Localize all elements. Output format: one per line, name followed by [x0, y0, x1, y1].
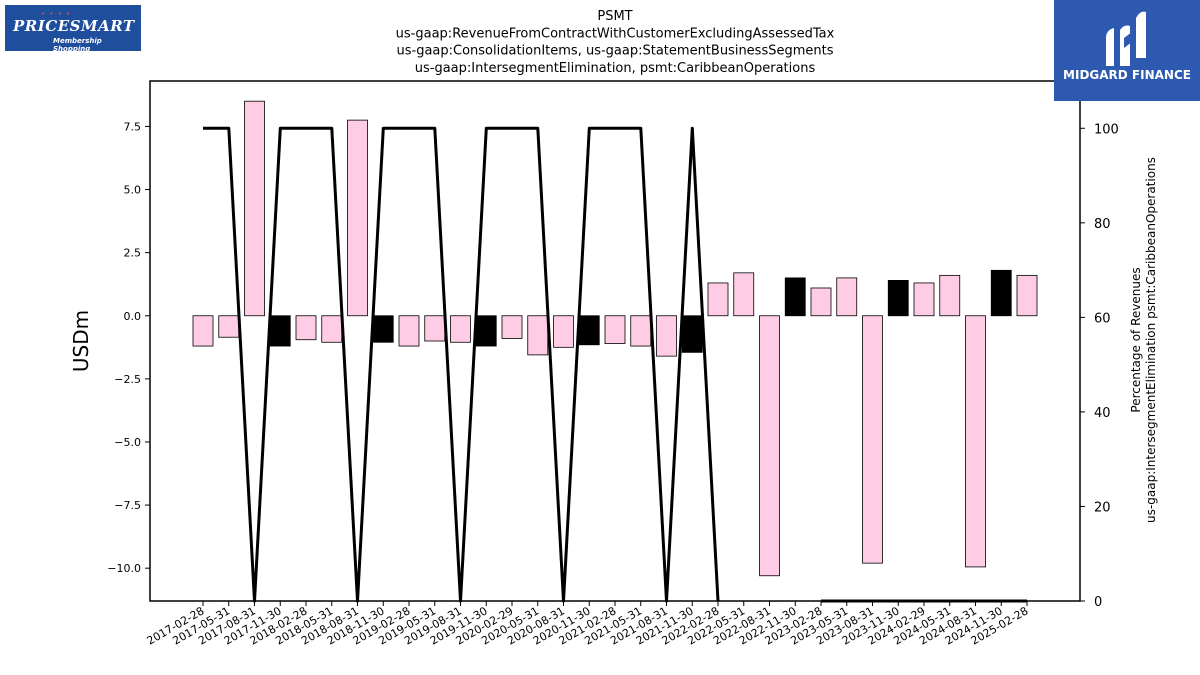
y2-tick-label: 40	[1094, 406, 1111, 421]
logo-right-brand: MIDGARD FINANCE	[1063, 68, 1191, 82]
bar	[965, 315, 986, 568]
bar	[862, 315, 883, 564]
bar	[244, 100, 265, 317]
bar	[578, 315, 600, 346]
logo-left-tagline: Membership Shopping	[53, 37, 102, 53]
bar	[707, 282, 729, 317]
bar	[218, 315, 240, 338]
bar	[424, 315, 446, 342]
chart-title-line: PSMT	[597, 9, 632, 24]
bar	[192, 315, 214, 347]
midgard-emblem-icon	[1106, 11, 1146, 66]
bar	[784, 277, 806, 317]
bar	[759, 315, 780, 577]
bar	[656, 315, 677, 357]
bar	[733, 272, 755, 317]
y-tick-label: 5.0	[124, 184, 142, 197]
bar	[630, 315, 652, 347]
bar	[810, 287, 832, 317]
chart-title-line: us-gaap:IntersegmentElimination, psmt:Ca…	[415, 61, 816, 76]
bar	[836, 277, 858, 317]
bar	[347, 119, 368, 317]
y2-tick-label: 0	[1094, 595, 1102, 610]
logo-dots: • • • •	[41, 10, 72, 18]
bar	[990, 269, 1012, 317]
bar	[501, 315, 523, 339]
y-tick-label: −5.0	[114, 436, 141, 449]
pricesmart-logo: • • • • PRICESMART Membership Shopping	[5, 5, 141, 53]
bar	[681, 315, 703, 353]
y2-tick-label: 20	[1094, 500, 1111, 515]
bar	[475, 315, 497, 347]
y2-tick-label: 60	[1094, 311, 1111, 326]
bar	[604, 315, 626, 344]
chart-title-line: us-gaap:ConsolidationItems, us-gaap:Stat…	[396, 44, 833, 59]
logo-left-brand: PRICESMART	[13, 17, 135, 35]
bar	[527, 315, 549, 356]
y-tick-label: −7.5	[114, 499, 141, 512]
bar	[553, 315, 574, 348]
y-tick-label: −2.5	[114, 373, 141, 386]
y-tick-label: −10.0	[107, 562, 141, 575]
y2-tick-label: 80	[1094, 217, 1111, 232]
y-tick-label: 2.5	[124, 247, 142, 260]
y2-axis-label-line: Percentage of Revenues	[1129, 267, 1143, 412]
bar	[1016, 274, 1038, 317]
y-axis-label: USDm	[69, 310, 93, 372]
chart-title-line: us-gaap:RevenueFromContractWithCustomerE…	[396, 26, 835, 41]
midgard-finance-logo: MIDGARD FINANCE	[1054, 0, 1200, 101]
bar	[887, 280, 909, 317]
y2-tick-label: 100	[1094, 122, 1119, 137]
y-tick-label: 7.5	[124, 120, 142, 133]
y-tick-label: 0.0	[124, 310, 142, 323]
bar	[939, 274, 961, 317]
bar	[321, 315, 343, 343]
bar	[295, 315, 317, 341]
bar	[450, 315, 471, 343]
bar	[372, 315, 394, 343]
y2-axis-label-line: us-gaap:IntersegmentElimination psmt:Car…	[1144, 157, 1158, 523]
percentage-line	[203, 126, 1027, 603]
bar	[398, 315, 420, 347]
bar	[913, 282, 935, 317]
bar	[269, 315, 291, 347]
